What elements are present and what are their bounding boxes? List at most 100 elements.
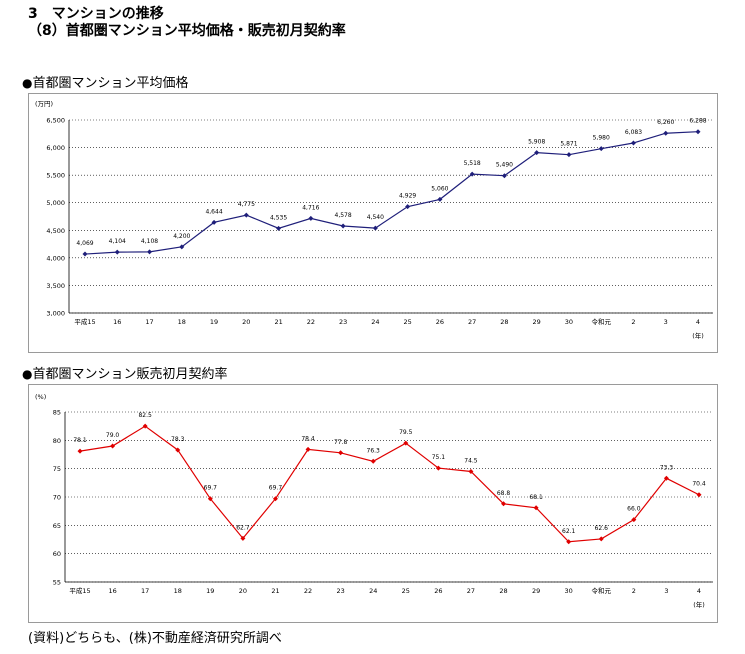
data-label: 4,535 — [270, 214, 287, 221]
data-point — [468, 469, 474, 474]
data-point — [370, 458, 376, 464]
data-label: 4,716 — [302, 204, 319, 211]
data-point — [211, 219, 217, 225]
x-tick-label: 4 — [696, 318, 700, 326]
data-label: 62.6 — [595, 525, 609, 532]
data-label: 73.3 — [660, 464, 674, 471]
y-unit-label: (%) — [35, 393, 46, 401]
data-label: 4,108 — [141, 238, 158, 245]
data-label: 4,929 — [399, 193, 416, 200]
data-point — [534, 150, 540, 156]
data-point — [566, 539, 572, 545]
data-label: 68.1 — [529, 494, 543, 501]
data-point — [77, 448, 83, 454]
y-unit-label: (万円) — [35, 100, 53, 108]
data-point — [147, 249, 153, 255]
data-point — [82, 251, 88, 257]
x-tick-label: 19 — [210, 318, 218, 326]
data-label: 6,260 — [657, 119, 674, 126]
section-title-text: 首都圏マンション販売初月契約率 — [32, 367, 228, 382]
data-label: 4,540 — [367, 214, 384, 221]
source-note: (資料)どちらも、(株)不動産経済研究所調べ — [28, 631, 282, 646]
data-point — [696, 492, 702, 498]
data-point — [630, 140, 636, 146]
data-point — [566, 152, 572, 158]
data-label: 70.4 — [692, 481, 706, 488]
data-label: 75.1 — [432, 454, 446, 461]
x-tick-label: 20 — [242, 318, 250, 326]
x-tick-label: 21 — [271, 587, 279, 595]
x-tick-label: 4 — [697, 587, 701, 595]
data-point — [405, 204, 411, 210]
x-tick-label: 26 — [436, 318, 444, 326]
data-label: 4,200 — [173, 233, 190, 240]
x-tick-label: 23 — [336, 587, 344, 595]
x-tick-label: 27 — [467, 587, 475, 595]
x-tick-label: 平成15 — [74, 317, 95, 326]
data-point — [240, 535, 246, 541]
x-tick-label: 19 — [206, 587, 214, 595]
data-point — [338, 450, 344, 456]
x-tick-label: 22 — [307, 318, 315, 326]
x-tick-label: 22 — [304, 587, 312, 595]
data-point — [533, 505, 539, 511]
x-tick-label: 令和元 — [591, 317, 611, 326]
data-point — [308, 215, 314, 221]
data-label: 62.7 — [236, 524, 250, 531]
data-point — [340, 223, 346, 229]
data-label: 77.8 — [334, 439, 348, 446]
data-point — [469, 171, 475, 177]
x-tick-label: 25 — [402, 587, 410, 595]
data-label: 62.1 — [562, 528, 576, 535]
data-label: 78.1 — [73, 437, 87, 444]
data-point — [110, 443, 116, 449]
data-point — [631, 517, 637, 523]
data-label: 66.0 — [627, 506, 641, 513]
data-point — [663, 475, 669, 481]
data-point — [243, 212, 249, 218]
data-point — [501, 501, 507, 507]
x-tick-label: 18 — [178, 318, 186, 326]
data-label: 79.5 — [399, 429, 413, 436]
x-tick-label: 令和元 — [592, 586, 612, 595]
bullet-icon: ● — [22, 367, 33, 381]
y-tick-label: 6,000 — [46, 144, 65, 152]
x-tick-label: 3 — [664, 587, 668, 595]
x-tick-label: 2 — [631, 318, 635, 326]
x-tick-label: 2 — [632, 587, 636, 595]
price-chart-panel: 3,000 3,500 4,000 4,500 5,000 5,500 6,000 6,500… — [28, 93, 718, 353]
y-tick-label: 75 — [53, 465, 61, 473]
data-point — [207, 496, 213, 502]
data-point — [179, 244, 185, 250]
data-point — [142, 423, 148, 429]
data-point — [435, 465, 441, 471]
y-tick-label: 5,000 — [46, 199, 65, 207]
data-label: 5,871 — [560, 141, 577, 148]
bullet-icon: ● — [22, 76, 33, 90]
x-tick-label: 28 — [499, 587, 507, 595]
x-tick-label: 17 — [145, 318, 153, 326]
y-tick-label: 4,000 — [46, 254, 65, 262]
heading-chapter: 3 マンションの推移 — [28, 6, 164, 22]
data-point — [276, 225, 282, 231]
data-point — [695, 129, 701, 135]
x-tick-label: 25 — [403, 318, 411, 326]
section-title-text: 首都圏マンション平均価格 — [32, 76, 189, 91]
data-label: 69.7 — [269, 485, 283, 492]
y-tick-label: 65 — [53, 522, 61, 530]
data-point — [501, 173, 507, 179]
data-label: 82.5 — [138, 412, 152, 419]
data-label: 4,104 — [109, 238, 126, 245]
y-tick-label: 4,500 — [46, 227, 65, 235]
data-label: 78.3 — [171, 436, 185, 443]
x-unit-label: (年) — [693, 600, 705, 609]
series-line — [79, 425, 700, 543]
data-point — [114, 249, 120, 255]
data-point — [272, 496, 278, 502]
data-label: 4,644 — [205, 208, 222, 215]
x-tick-label: 17 — [141, 587, 149, 595]
x-tick-label: 18 — [174, 587, 182, 595]
x-tick-label: 27 — [468, 318, 476, 326]
data-point — [598, 146, 604, 152]
data-label: 4,578 — [335, 212, 352, 219]
